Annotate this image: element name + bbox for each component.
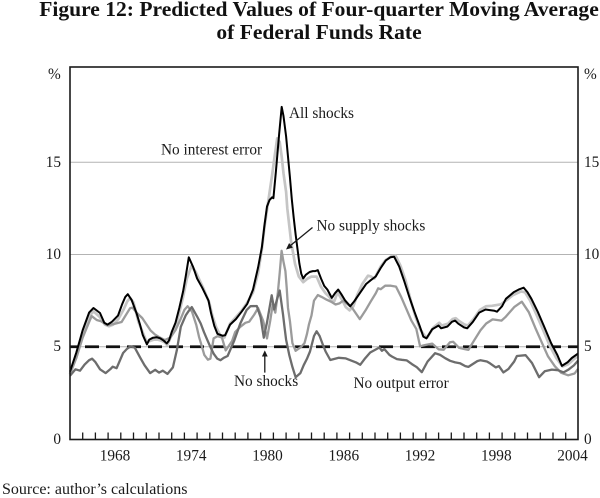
svg-text:15: 15 xyxy=(46,154,62,171)
svg-text:1992: 1992 xyxy=(405,448,436,465)
svg-text:1974: 1974 xyxy=(176,448,207,465)
svg-text:No supply shocks: No supply shocks xyxy=(317,218,426,235)
svg-text:1986: 1986 xyxy=(329,448,360,465)
svg-text:1968: 1968 xyxy=(100,448,131,465)
svg-text:1980: 1980 xyxy=(252,448,283,465)
svg-text:%: % xyxy=(48,66,61,83)
svg-text:5: 5 xyxy=(53,338,61,355)
svg-text:1998: 1998 xyxy=(481,448,512,465)
svg-text:No output error: No output error xyxy=(354,375,449,392)
svg-text:No shocks: No shocks xyxy=(234,373,298,390)
svg-text:2004: 2004 xyxy=(557,448,588,465)
svg-text:0: 0 xyxy=(53,431,61,448)
svg-text:10: 10 xyxy=(46,246,62,263)
svg-text:15: 15 xyxy=(584,154,600,171)
svg-text:0: 0 xyxy=(584,431,592,448)
svg-text:10: 10 xyxy=(584,246,600,263)
svg-text:5: 5 xyxy=(584,338,592,355)
svg-text:%: % xyxy=(584,66,597,83)
svg-text:No interest error: No interest error xyxy=(161,142,262,159)
svg-text:All shocks: All shocks xyxy=(289,105,354,122)
